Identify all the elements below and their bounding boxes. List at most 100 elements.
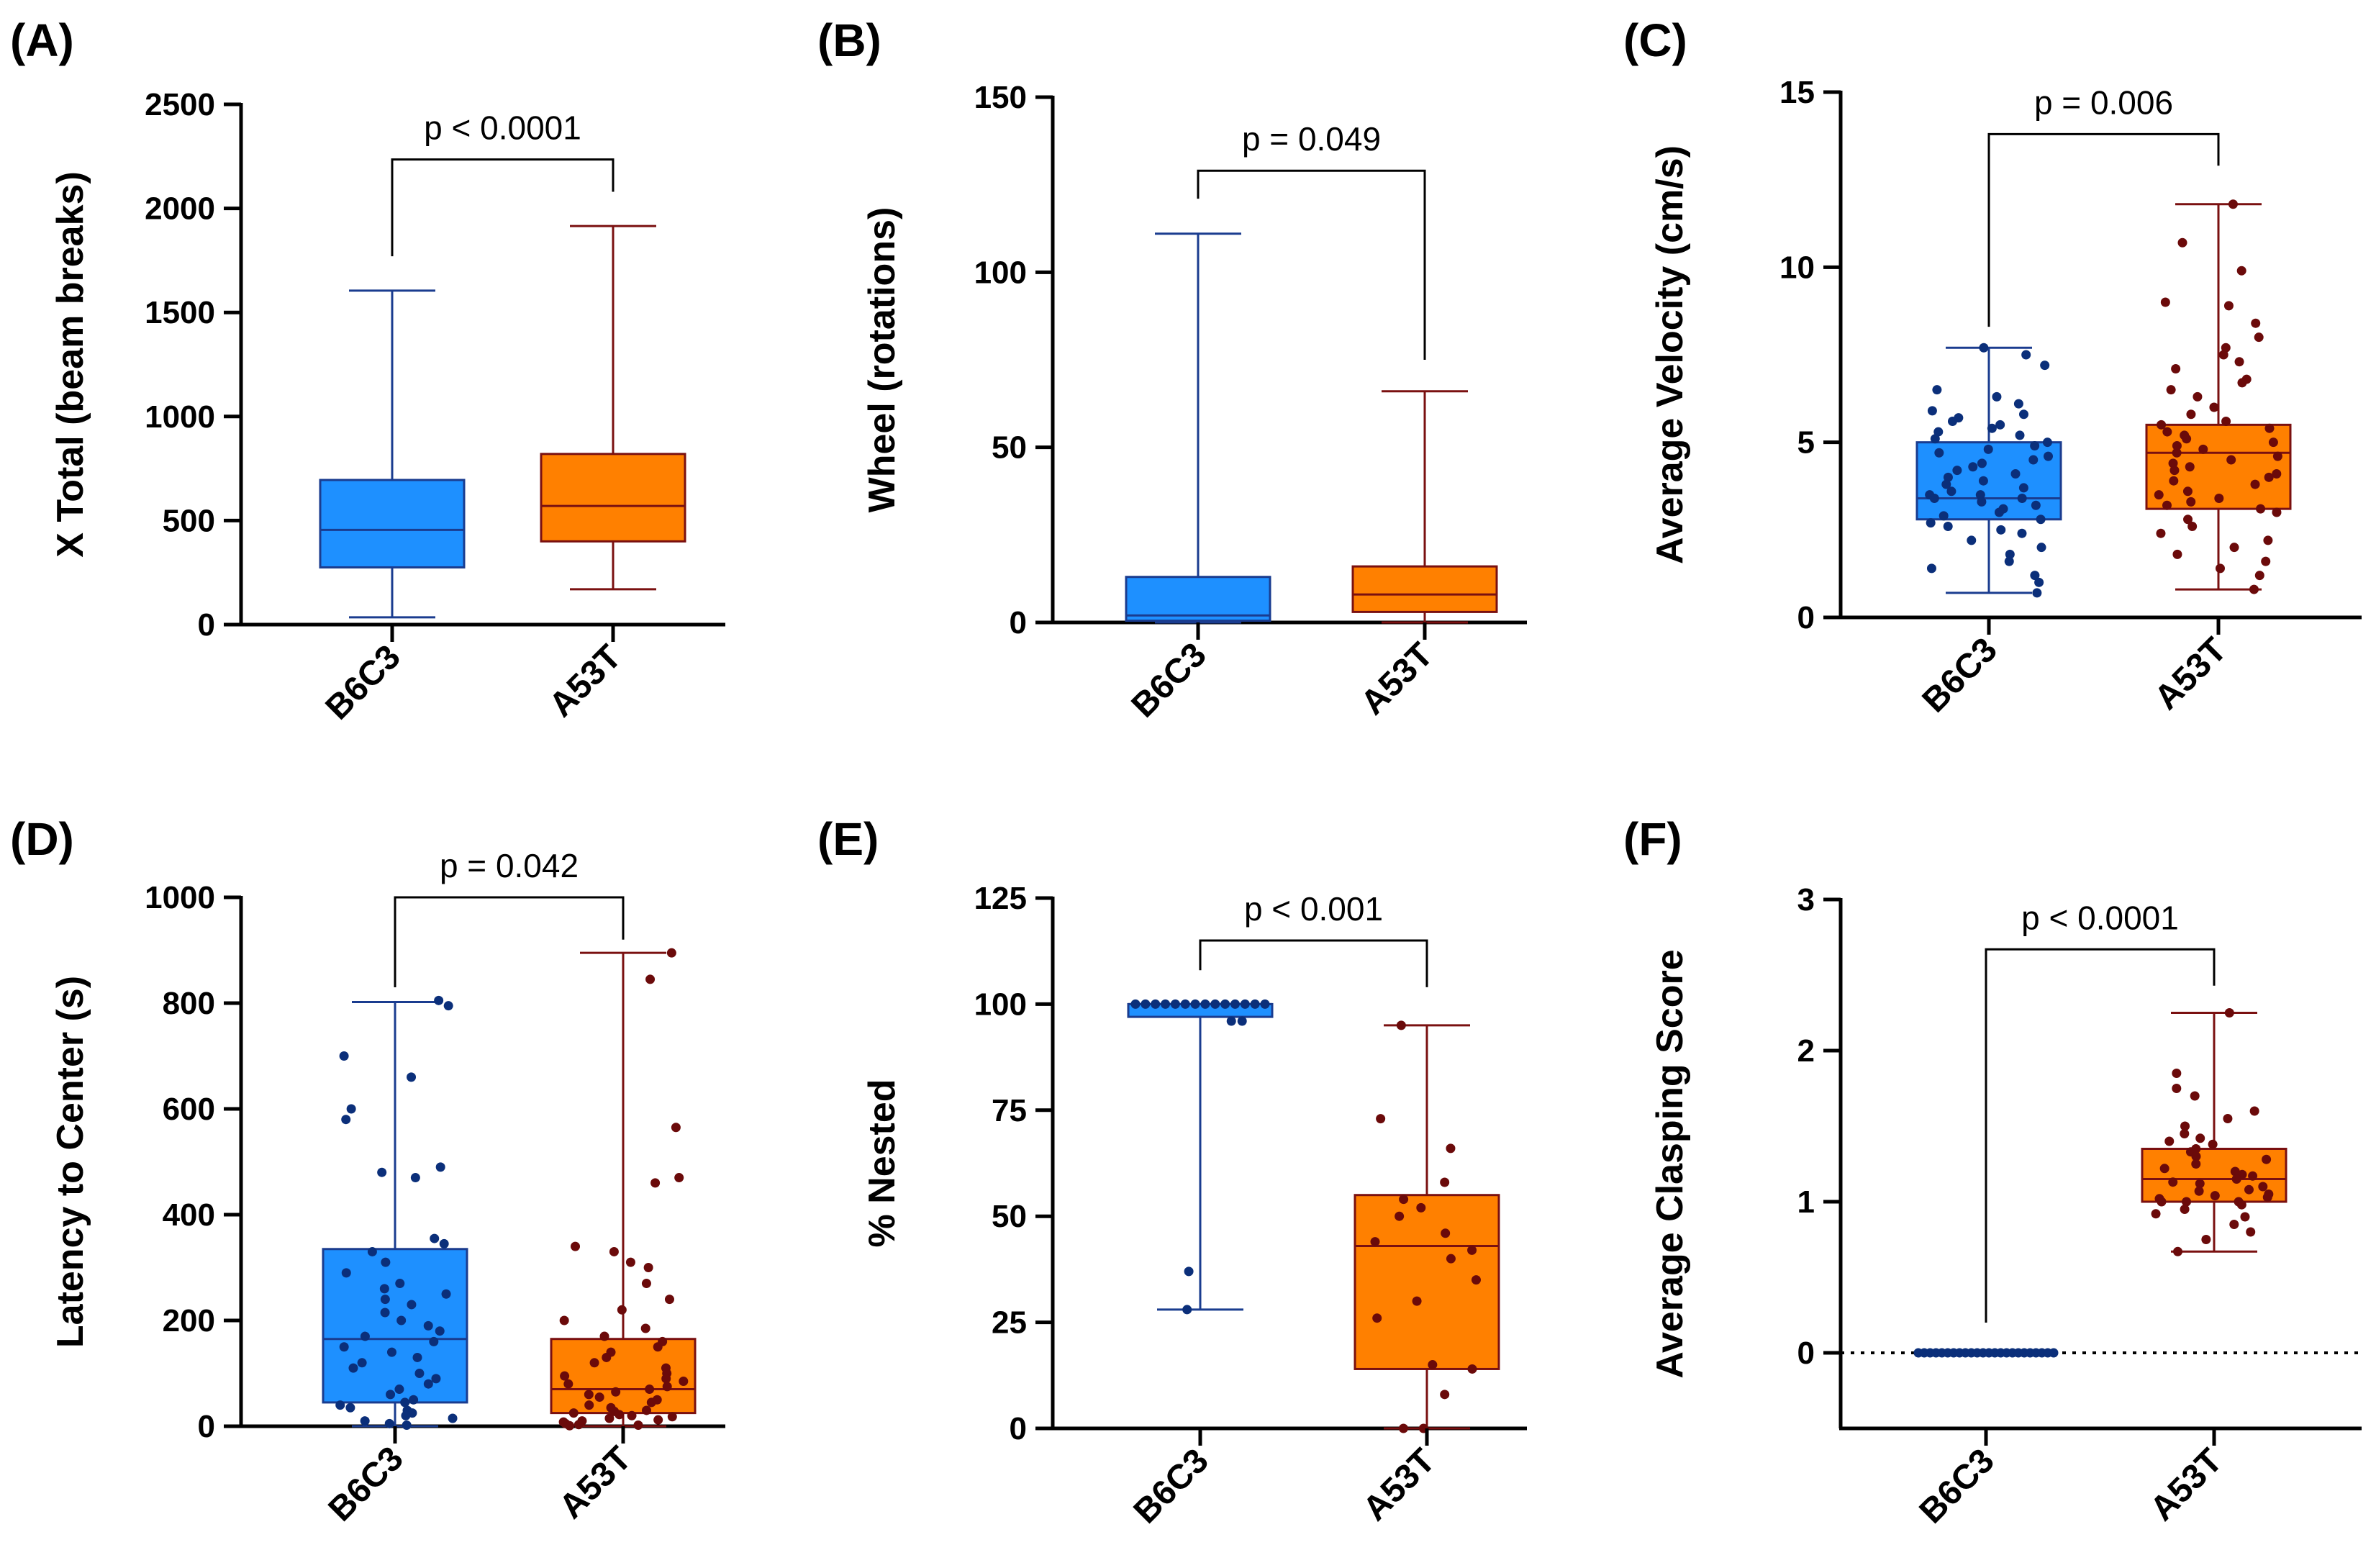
y-tick-label: 0 — [1010, 1411, 1027, 1446]
data-point — [2043, 451, 2053, 461]
data-point — [602, 1352, 612, 1362]
data-point — [1200, 999, 1210, 1009]
p-value-label: p = 0.042 — [440, 847, 579, 884]
data-point — [1398, 1423, 1408, 1433]
data-point — [2160, 297, 2170, 307]
data-point — [573, 1420, 584, 1430]
data-point — [1395, 1211, 1405, 1221]
data-point — [2169, 466, 2180, 476]
data-point — [2256, 504, 2266, 514]
data-point — [650, 1178, 661, 1188]
data-point — [674, 1173, 684, 1183]
data-point — [429, 1336, 439, 1346]
data-point — [1428, 1360, 1438, 1370]
data-point — [2185, 462, 2195, 472]
data-point — [2209, 402, 2219, 412]
x-category-label: B6C3 — [1127, 1441, 1216, 1531]
y-tick-label: 125 — [974, 881, 1027, 916]
data-point — [2042, 438, 2052, 448]
data-point — [1926, 563, 1936, 574]
data-point — [1237, 1016, 1247, 1026]
data-point — [2229, 1220, 2239, 1229]
data-point — [346, 1104, 356, 1114]
y-tick-label: 0 — [198, 607, 215, 643]
data-point — [2250, 479, 2260, 489]
data-point — [1992, 391, 2002, 402]
p-value-label: p < 0.001 — [1244, 890, 1383, 928]
data-point — [348, 1363, 358, 1373]
data-point — [1446, 1143, 1456, 1154]
data-point — [339, 1051, 349, 1061]
data-point — [2021, 350, 2031, 360]
data-point — [1210, 999, 1220, 1009]
data-point — [1977, 497, 1987, 507]
data-point — [2214, 494, 2224, 504]
data-point — [407, 1072, 417, 1082]
data-point — [679, 1377, 689, 1387]
data-point — [1995, 420, 2005, 430]
data-point — [2005, 549, 2015, 559]
data-point — [345, 1402, 355, 1413]
data-point — [653, 1342, 663, 1352]
data-point — [641, 1405, 651, 1415]
data-point — [2010, 468, 2021, 479]
data-point — [1190, 999, 1200, 1009]
data-point — [2251, 318, 2261, 328]
data-point — [2264, 423, 2275, 433]
data-point — [2230, 1166, 2240, 1177]
data-point — [1939, 511, 1949, 521]
data-point — [646, 1397, 656, 1408]
x-category-label: A53T — [1353, 635, 1440, 722]
data-point — [1372, 1313, 1382, 1323]
data-point — [2244, 1184, 2254, 1195]
box-iqr — [319, 479, 466, 568]
data-point — [2182, 486, 2193, 497]
data-point — [2272, 468, 2282, 479]
data-point — [443, 1001, 453, 1011]
panel-label: (E) — [817, 813, 879, 865]
x-category-label: A53T — [1356, 1441, 1442, 1528]
data-point — [386, 1390, 396, 1400]
y-tick-label: 50 — [992, 430, 1027, 466]
data-point — [594, 1392, 604, 1402]
data-point — [2231, 1174, 2241, 1184]
p-value-label: p = 0.049 — [1242, 120, 1381, 158]
data-point — [2240, 1212, 2250, 1222]
data-point — [1416, 1202, 1426, 1213]
data-point — [1947, 416, 1957, 426]
data-point — [430, 1233, 440, 1243]
data-point — [2164, 1136, 2175, 1146]
data-point — [599, 1331, 609, 1341]
data-point — [431, 1374, 441, 1384]
data-point — [2186, 409, 2196, 420]
data-point — [568, 1408, 579, 1418]
panel-label: (F) — [1623, 813, 1682, 865]
data-point — [2018, 483, 2028, 493]
data-point — [2157, 1197, 2167, 1207]
data-point — [1933, 427, 1944, 437]
data-point — [1946, 486, 1956, 497]
data-point — [2182, 1197, 2192, 1207]
y-tick-label: 0 — [1797, 1336, 1815, 1371]
data-point — [1220, 999, 1230, 1009]
data-point — [2172, 441, 2182, 451]
y-tick-label: 1 — [1797, 1184, 1815, 1220]
data-point — [2261, 556, 2271, 566]
data-point — [396, 1315, 407, 1325]
data-point — [2193, 391, 2203, 402]
data-point — [1467, 1364, 1477, 1374]
panel-label: (B) — [817, 14, 881, 66]
data-point — [439, 1238, 449, 1248]
data-point — [423, 1379, 433, 1389]
data-point — [2195, 1179, 2205, 1189]
data-point — [2018, 409, 2028, 420]
y-tick-label: 2500 — [145, 87, 215, 122]
data-point — [435, 1326, 445, 1336]
group-a53t: A53T — [550, 948, 697, 1526]
significance-bracket — [394, 896, 625, 987]
data-point — [1983, 444, 1993, 454]
data-point — [2182, 434, 2192, 444]
data-point — [2264, 472, 2274, 482]
data-point — [2262, 1192, 2272, 1202]
y-tick-label: 600 — [163, 1092, 215, 1127]
